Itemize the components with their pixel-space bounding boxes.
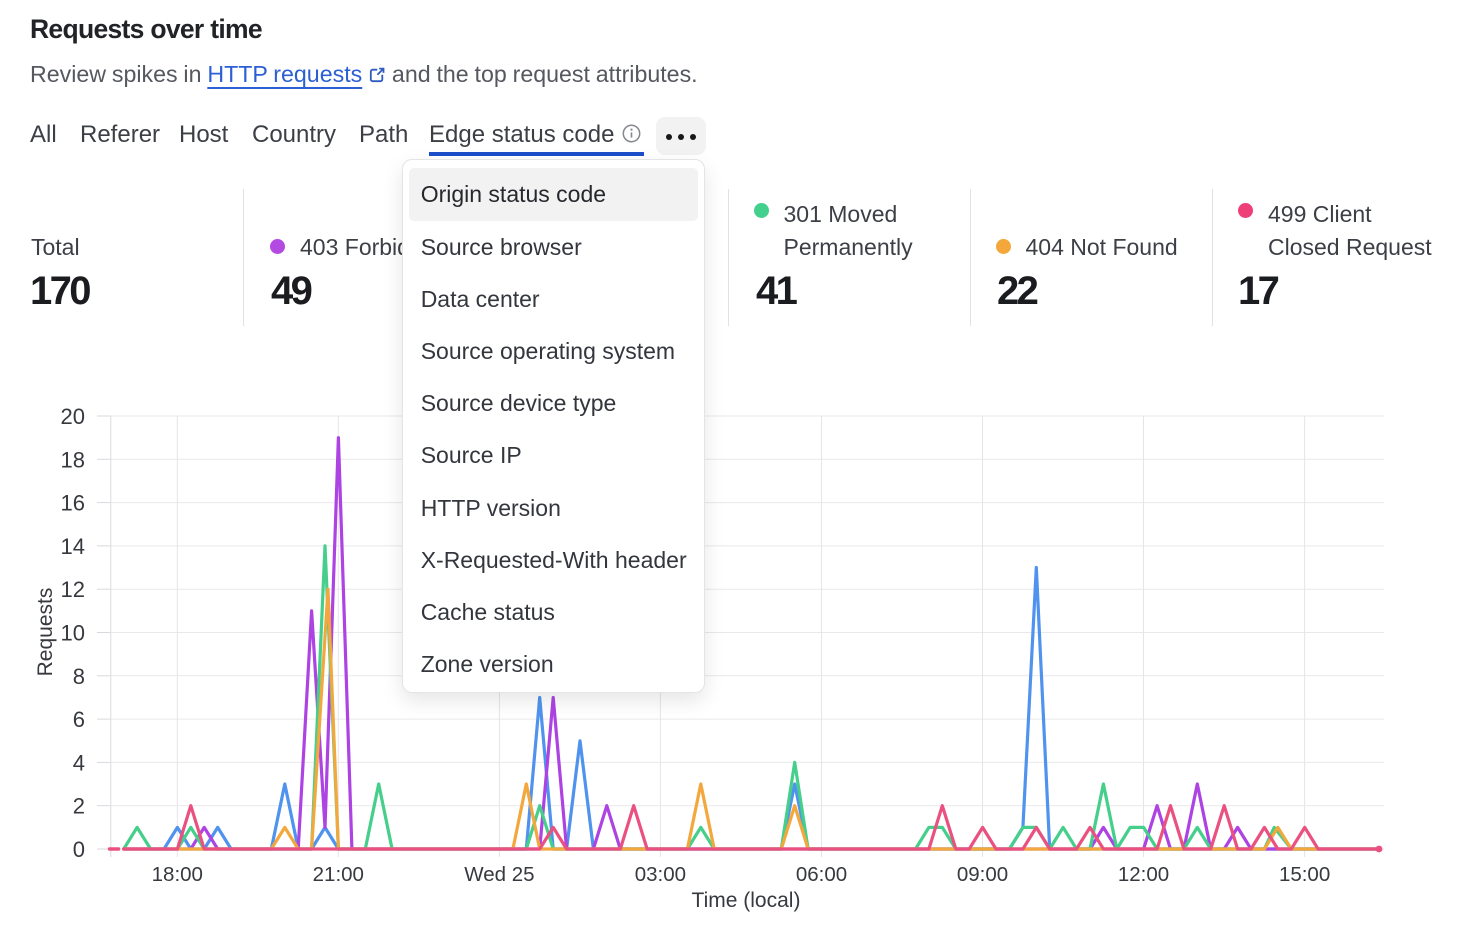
svg-text:0: 0 xyxy=(73,837,85,862)
svg-text:03:00: 03:00 xyxy=(635,863,686,886)
svg-text:16: 16 xyxy=(61,491,85,516)
svg-text:09:00: 09:00 xyxy=(957,863,1008,886)
svg-text:Requests: Requests xyxy=(34,588,57,677)
svg-text:8: 8 xyxy=(73,664,85,689)
svg-text:20: 20 xyxy=(61,404,85,429)
svg-text:21:00: 21:00 xyxy=(313,863,364,886)
svg-text:15:00: 15:00 xyxy=(1279,863,1330,886)
svg-text:06:00: 06:00 xyxy=(796,863,847,886)
svg-text:2: 2 xyxy=(73,794,85,819)
svg-text:12: 12 xyxy=(61,577,85,602)
svg-text:4: 4 xyxy=(73,750,85,775)
svg-text:Wed 25: Wed 25 xyxy=(464,863,534,886)
svg-text:14: 14 xyxy=(61,534,85,559)
svg-text:10: 10 xyxy=(61,621,85,646)
svg-text:18: 18 xyxy=(61,447,85,472)
svg-text:18:00: 18:00 xyxy=(152,863,203,886)
svg-text:12:00: 12:00 xyxy=(1118,863,1169,886)
svg-text:Time (local): Time (local) xyxy=(692,889,801,912)
svg-text:6: 6 xyxy=(73,707,85,732)
